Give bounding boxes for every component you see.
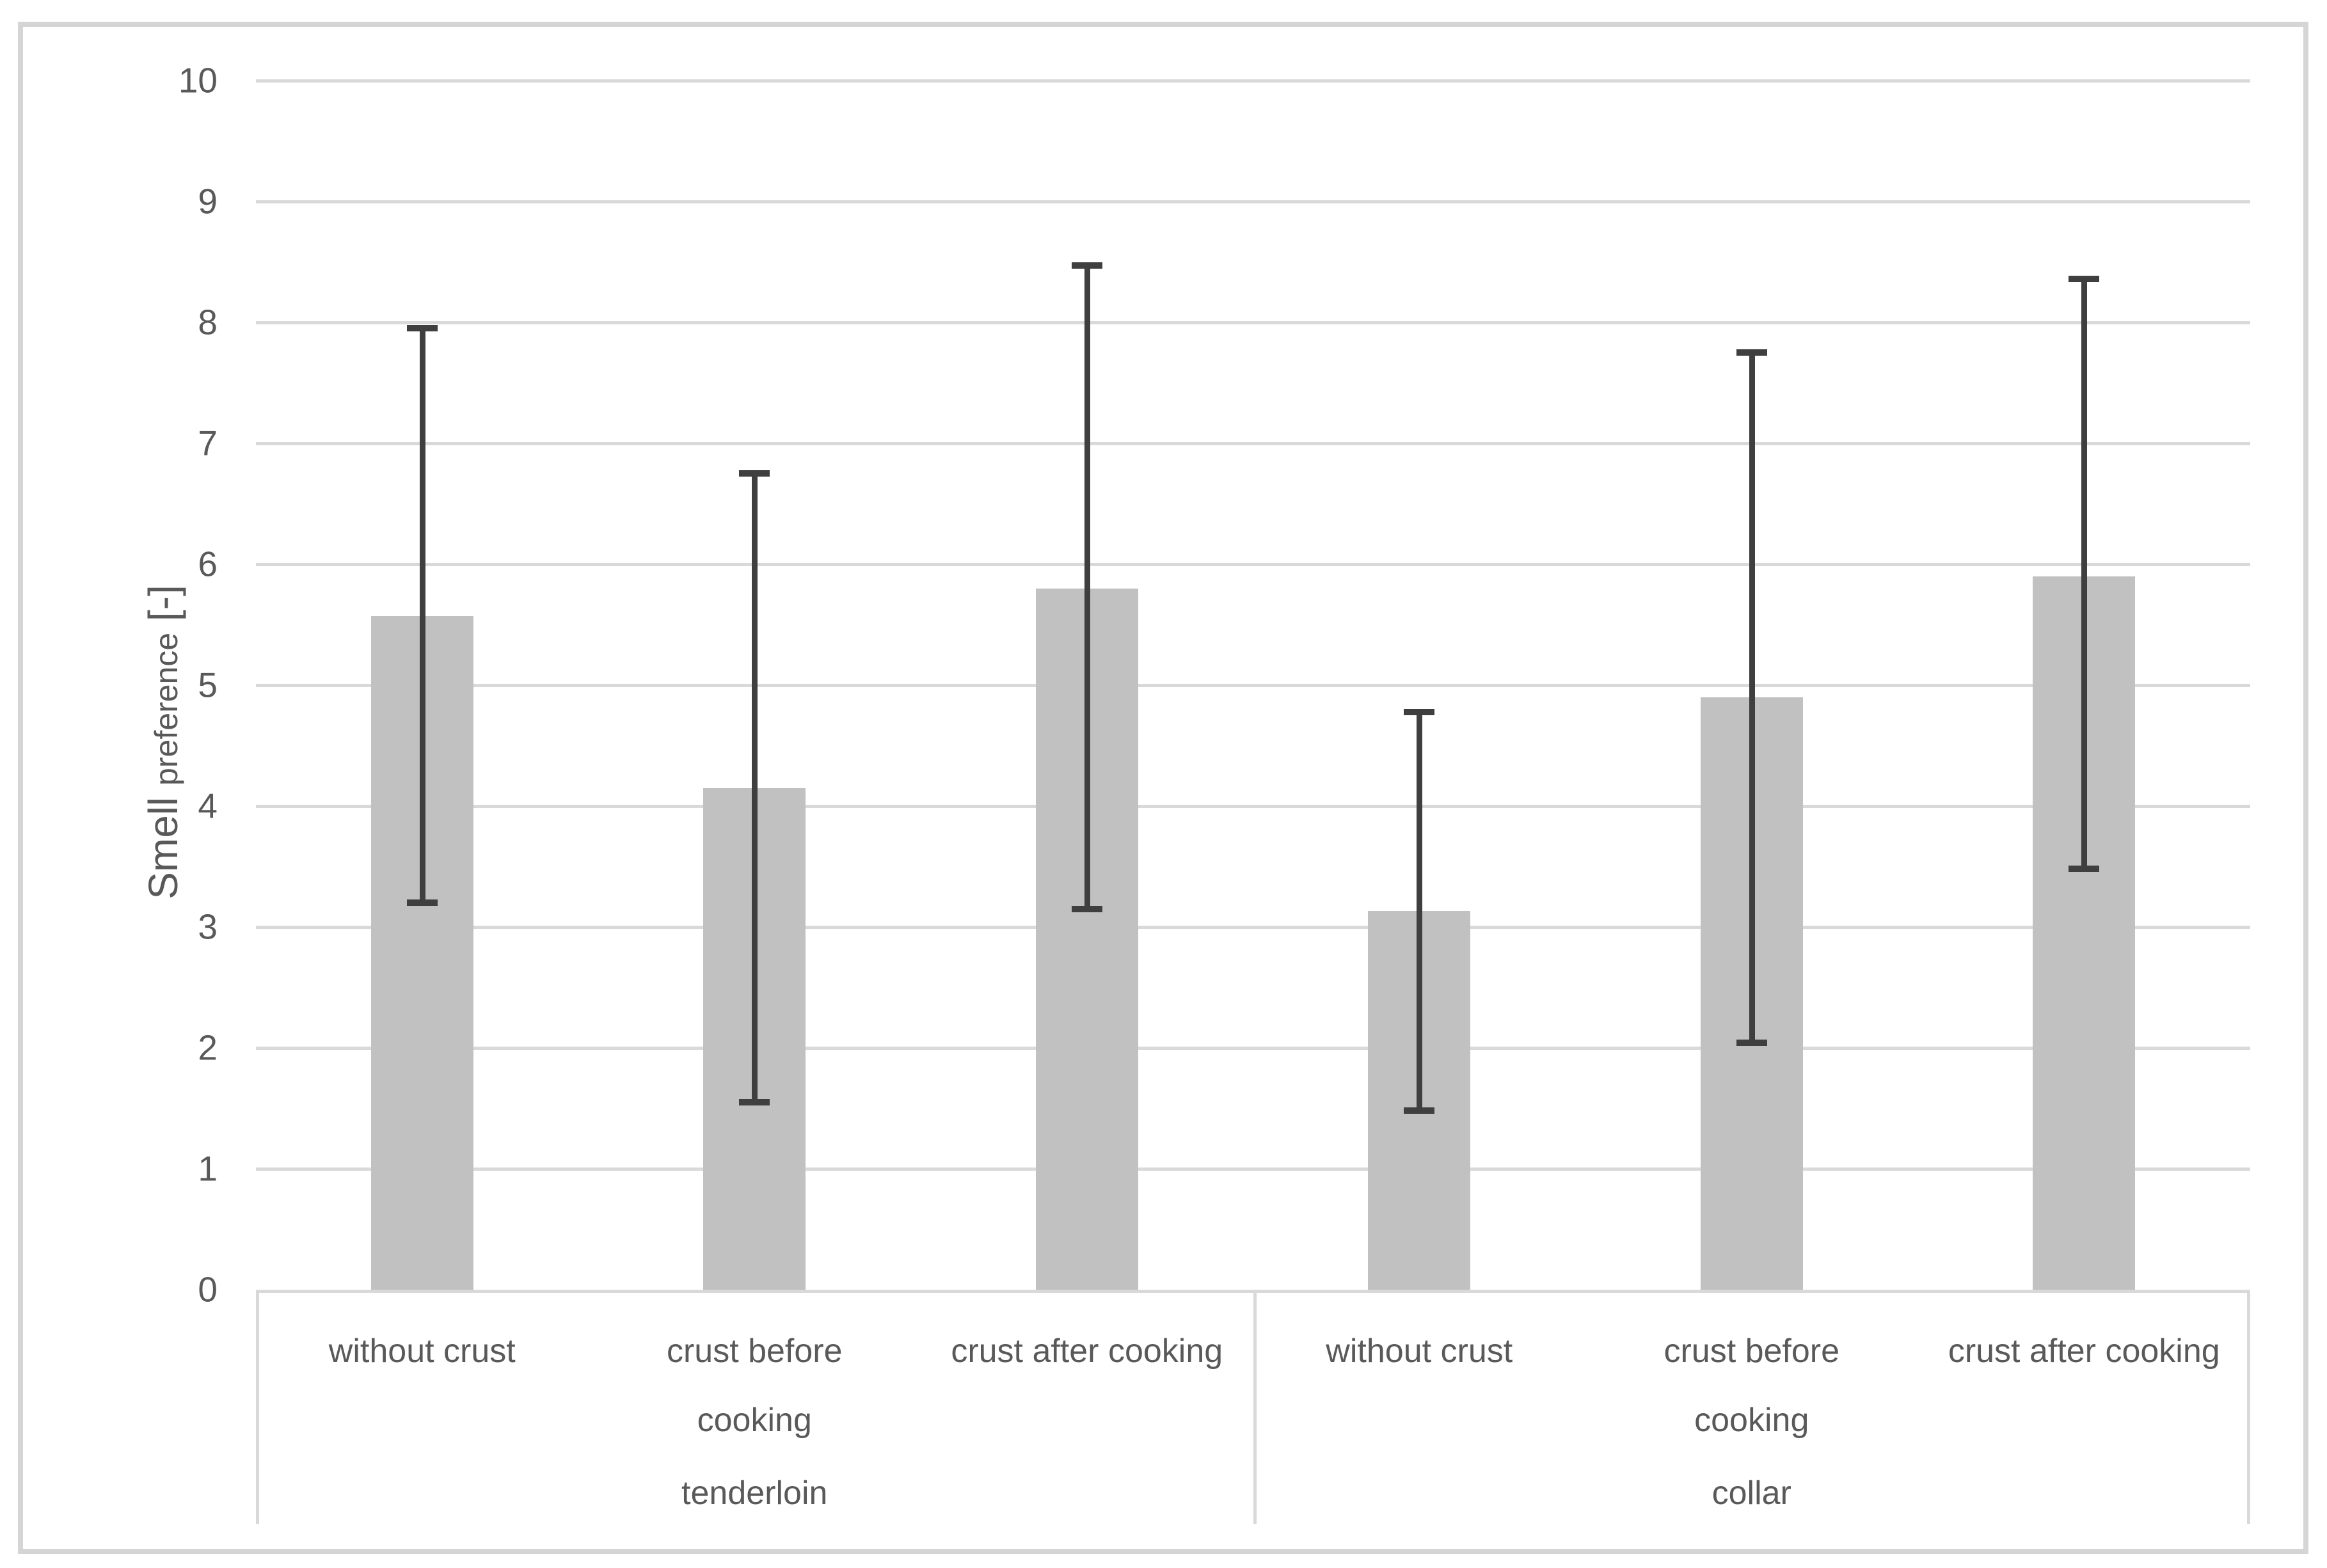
gridline (256, 200, 2250, 203)
gridline (256, 926, 2250, 929)
category-cell: without crust (256, 1290, 589, 1524)
error-bar-cap-top (739, 470, 770, 477)
y-tick-label: 1 (198, 1148, 218, 1189)
error-bar-line (752, 473, 758, 1103)
category-cell: without crust (1253, 1290, 1586, 1524)
y-tick-label: 2 (198, 1027, 218, 1068)
error-bar-cap-top (2069, 275, 2100, 282)
error-bar-cap-top (406, 325, 438, 332)
category-cell: crust before cooking (589, 1290, 921, 1524)
y-tick-label: 5 (198, 665, 218, 705)
y-tick-label: 6 (198, 544, 218, 584)
error-bar-cap-top (1071, 262, 1102, 269)
y-tick-label: 9 (198, 181, 218, 221)
category-label: crust after cooking (1948, 1333, 2220, 1370)
group-section: without crust crust before cooking crust a… (1253, 1290, 2251, 1524)
y-tick-label: 0 (198, 1269, 218, 1310)
error-bar-cap-top (1736, 349, 1767, 356)
gridline (256, 1047, 2250, 1050)
x-axis-label-area: without crust crust before cooking crust a… (256, 1290, 2250, 1524)
group-section: without crust crust before cooking crust a… (256, 1290, 1253, 1524)
error-bar-line (1417, 711, 1423, 1111)
error-bar-cap-bottom (739, 1099, 770, 1106)
category-label: crust after cooking (951, 1333, 1223, 1370)
y-tick-label: 4 (198, 786, 218, 826)
category-divider (1253, 1290, 1257, 1524)
y-tick-label: 3 (198, 907, 218, 947)
y-tick-label: 10 (178, 60, 218, 100)
category-cell: crust before cooking (1585, 1290, 1918, 1524)
error-bar-cap-bottom (1071, 905, 1102, 912)
category-cell: crust after cooking (921, 1290, 1253, 1524)
category-divider (256, 1290, 259, 1524)
y-tick-label: 8 (198, 302, 218, 342)
gridline (256, 684, 2250, 687)
gridline (256, 1168, 2250, 1171)
group-label: collar (1711, 1475, 1791, 1512)
error-bar-cap-top (1404, 708, 1435, 715)
gridline (256, 563, 2250, 566)
error-bar-line (419, 328, 425, 903)
error-bar-line (2081, 278, 2088, 869)
category-label: without crust (1326, 1333, 1513, 1370)
gridline (256, 442, 2250, 445)
category-label: without crust (328, 1333, 516, 1370)
category-divider (2247, 1290, 2250, 1524)
error-bar-cap-bottom (1404, 1107, 1435, 1114)
error-bar-line (1084, 265, 1090, 909)
category-cell: crust after cooking (1918, 1290, 2251, 1524)
gridline (256, 79, 2250, 83)
error-bar-cap-bottom (1736, 1040, 1767, 1047)
error-bar-line (1749, 352, 1755, 1043)
error-bar-cap-bottom (406, 899, 438, 907)
gridline (256, 805, 2250, 808)
gridline (256, 321, 2250, 324)
category-label: crust before cooking (666, 1333, 843, 1439)
y-tick-label: 7 (198, 423, 218, 463)
group-label: tenderloin (681, 1475, 828, 1512)
category-label: crust before cooking (1664, 1333, 1840, 1439)
error-bar-cap-bottom (2069, 866, 2100, 873)
